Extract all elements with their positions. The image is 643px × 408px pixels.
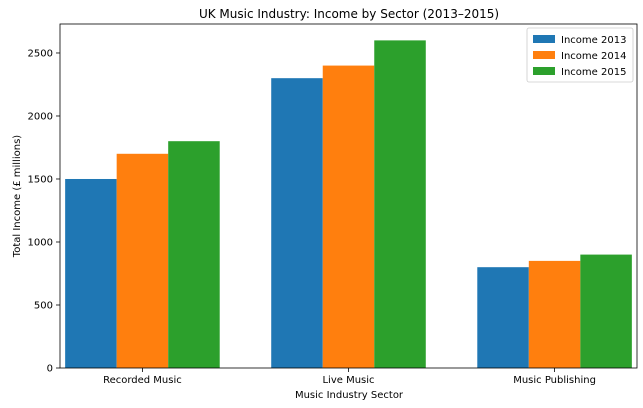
x-tick-label: Live Music: [322, 375, 374, 386]
legend-entry: Income 2013: [561, 35, 626, 46]
bar-music-publishing-income-2014: [528, 260, 581, 368]
legend-entry: Income 2014: [561, 51, 626, 62]
y-tick-label: 2500: [28, 48, 53, 59]
y-tick-label: 1000: [28, 237, 53, 248]
bar-recorded-music-income-2013: [65, 178, 117, 368]
y-tick-label: 2000: [28, 111, 53, 122]
y-tick-label: 0: [47, 364, 53, 375]
legend-swatch: [533, 67, 555, 75]
y-axis-label: Total Income (£ millions): [12, 135, 23, 258]
legend-swatch: [533, 51, 555, 59]
bar-live-music-income-2014: [322, 65, 375, 368]
x-tick-label: Music Publishing: [513, 375, 596, 386]
bar-live-music-income-2015: [374, 40, 426, 368]
bar-live-music-income-2013: [271, 78, 323, 369]
bar-music-publishing-income-2015: [580, 254, 632, 368]
chart-title: UK Music Industry: Income by Sector (201…: [199, 7, 499, 21]
bar-recorded-music-income-2014: [116, 153, 169, 368]
plot-area: 0 500 1000 1500 2000 2500 Recorded Music Live M…: [28, 23, 638, 386]
legend: Income 2013 Income 2014 Income 2015: [526, 27, 634, 83]
bar-recorded-music-income-2015: [168, 141, 220, 368]
x-axis-label: Music Industry Sector: [295, 390, 404, 401]
bar-music-publishing-income-2013: [477, 267, 529, 368]
y-tick-label: 1500: [28, 174, 53, 185]
legend-swatch: [533, 35, 555, 43]
x-tick-label: Recorded Music: [103, 375, 182, 386]
legend-entry: Income 2015: [561, 67, 626, 78]
y-tick-label: 500: [34, 300, 53, 311]
